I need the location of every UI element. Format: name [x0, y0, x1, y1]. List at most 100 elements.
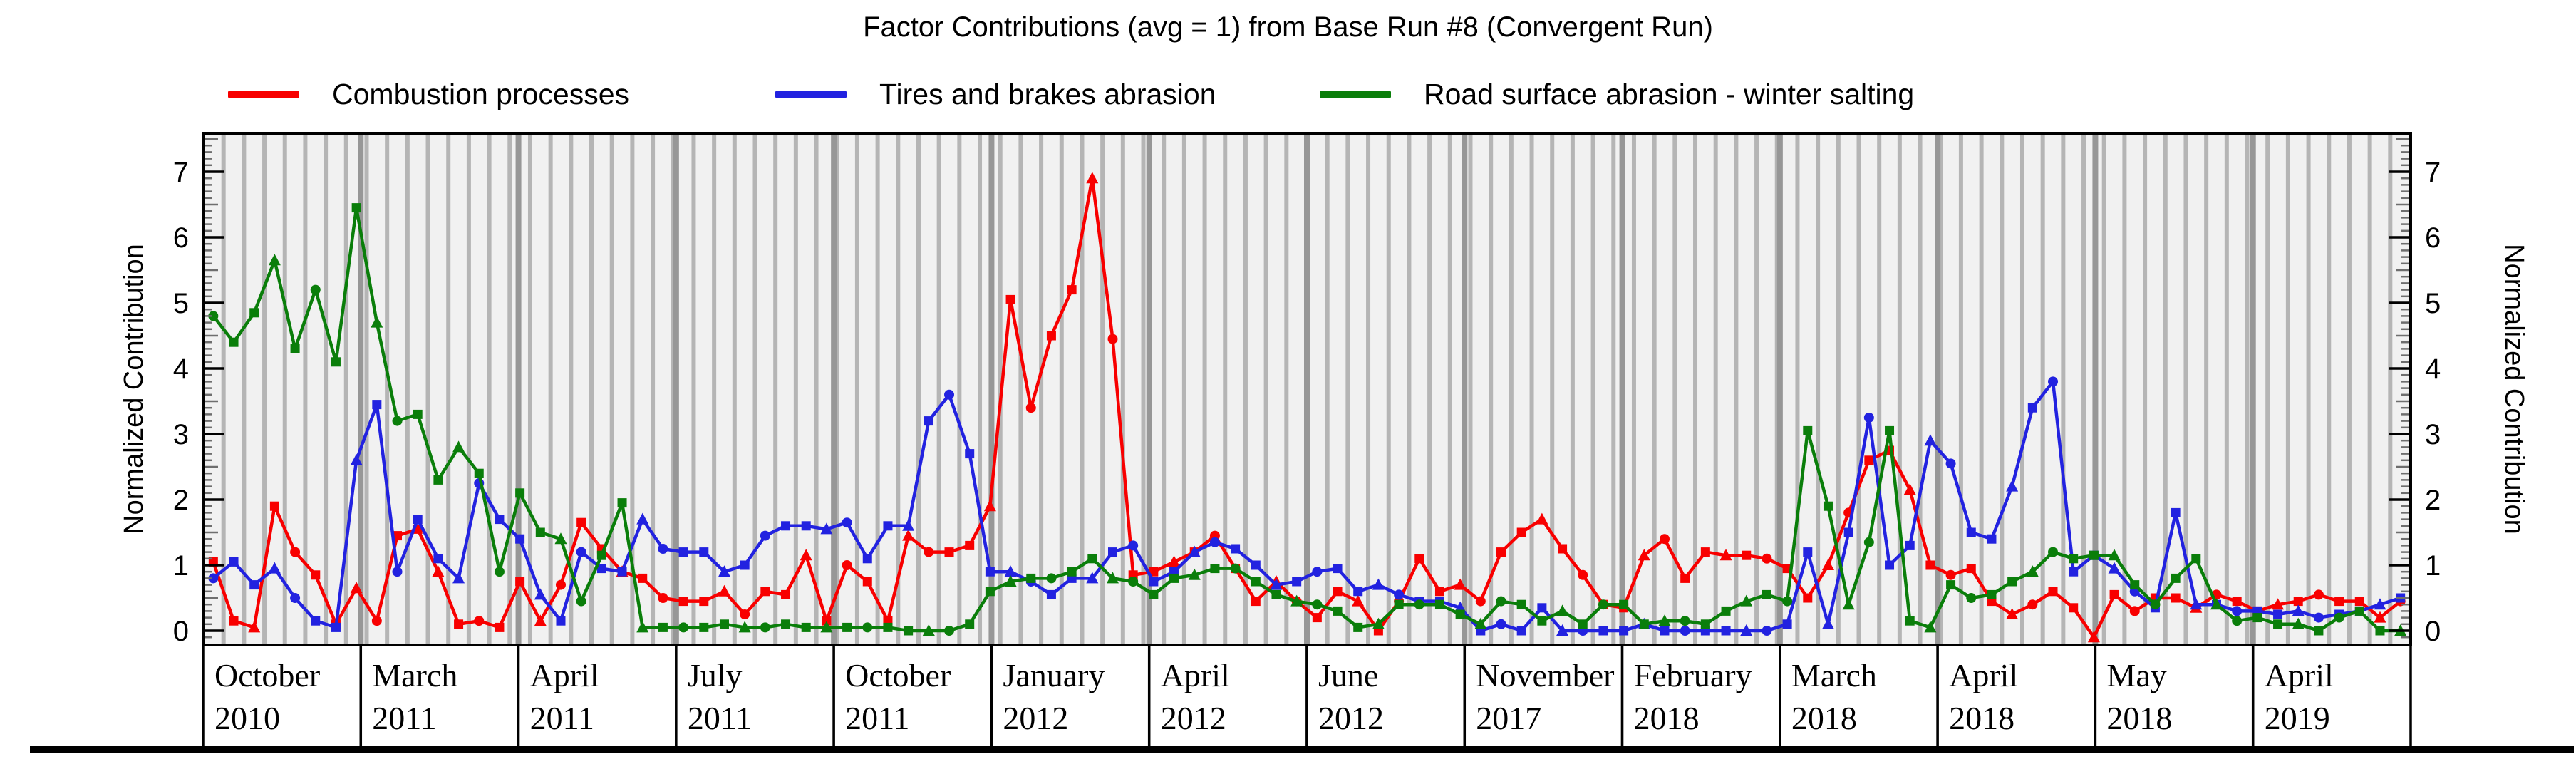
y-tick-label-left: 3 — [173, 419, 189, 450]
data-point-marker — [2232, 616, 2243, 626]
data-point-marker — [269, 501, 279, 511]
data-point-marker — [1721, 626, 1731, 636]
x-label-box — [359, 644, 520, 750]
data-point-marker — [1823, 501, 1833, 511]
x-label-month: April — [1949, 657, 2018, 693]
x-label-month: November — [1476, 657, 1614, 693]
data-point-marker — [760, 622, 770, 633]
data-point-marker — [1762, 553, 1772, 564]
data-point-marker — [372, 400, 382, 410]
data-point-marker — [1231, 544, 1241, 554]
data-point-marker — [2374, 598, 2386, 610]
data-point-marker — [515, 534, 525, 544]
data-point-marker — [2027, 403, 2037, 413]
y-tick-label-left: 5 — [173, 288, 189, 319]
data-point-marker — [1924, 434, 1937, 446]
data-point-marker — [1660, 626, 1670, 636]
data-point-marker — [1107, 334, 1118, 344]
data-point-marker — [229, 616, 239, 626]
data-point-marker — [290, 593, 301, 603]
data-point-marker — [1475, 596, 1486, 607]
data-point-marker — [311, 570, 321, 580]
data-point-marker — [1251, 597, 1261, 607]
data-point-marker — [1496, 619, 1506, 629]
data-point-marker — [1149, 589, 1159, 599]
data-point-marker — [1905, 616, 1915, 626]
x-label-month: April — [530, 657, 599, 693]
data-point-marker — [638, 573, 648, 583]
data-point-marker — [1680, 626, 1690, 636]
data-point-marker — [1087, 554, 1097, 564]
data-point-marker — [781, 521, 791, 531]
data-point-marker — [983, 500, 996, 512]
data-point-marker — [2252, 613, 2262, 623]
data-point-marker — [2191, 554, 2201, 564]
x-label-year: 2012 — [1003, 700, 1068, 736]
data-point-marker — [494, 567, 505, 577]
legend-label-tires-brakes: Tires and brakes abrasion — [879, 77, 1216, 110]
data-point-marker — [1945, 569, 1956, 580]
data-point-marker — [1842, 598, 1855, 610]
data-point-marker — [1556, 624, 1569, 636]
data-point-marker — [1946, 580, 1956, 590]
data-point-marker — [2026, 565, 2039, 577]
data-point-marker — [1414, 599, 1424, 610]
data-point-marker — [1863, 537, 1874, 547]
data-point-marker — [862, 554, 872, 564]
data-point-marker — [2232, 606, 2243, 616]
data-point-marker — [311, 616, 321, 626]
legend-item-tires-brakes: Tires and brakes abrasion — [775, 74, 1216, 114]
data-point-marker — [2171, 507, 2181, 517]
data-point-marker — [1353, 622, 1363, 632]
data-point-marker — [474, 616, 485, 626]
data-point-marker — [985, 587, 995, 597]
data-point-marker — [495, 515, 505, 525]
data-point-marker — [2354, 597, 2364, 607]
data-point-marker — [658, 593, 668, 603]
x-label-year: 2018 — [1634, 700, 1700, 736]
x-label-box — [832, 644, 993, 750]
data-point-marker — [883, 521, 893, 531]
data-point-marker — [2272, 598, 2285, 610]
y-tick-label-left: 7 — [173, 157, 189, 188]
data-point-marker — [1558, 544, 1568, 554]
data-point-marker — [1740, 624, 1753, 636]
data-point-marker — [1516, 527, 1526, 537]
data-point-marker — [1312, 599, 1323, 610]
data-point-marker — [1128, 540, 1139, 551]
y-tick-label-left: 0 — [173, 616, 189, 647]
data-point-marker — [556, 616, 566, 626]
legend-swatch-combustion — [228, 91, 299, 98]
data-point-marker — [1742, 550, 1752, 560]
x-label-box — [2094, 644, 2255, 750]
data-point-marker — [822, 616, 832, 626]
data-point-marker — [555, 579, 566, 590]
data-point-marker — [2354, 606, 2364, 616]
data-point-marker — [1762, 589, 1771, 599]
x-label-month: October — [845, 657, 951, 693]
data-point-marker — [1945, 458, 1956, 469]
data-point-marker — [1496, 547, 1506, 557]
data-point-marker — [554, 532, 567, 545]
data-point-marker — [862, 577, 872, 587]
data-point-marker — [2006, 608, 2019, 619]
data-point-marker — [1209, 537, 1220, 547]
data-point-marker — [1026, 573, 1036, 583]
data-point-marker — [596, 550, 606, 560]
x-label-year: 2012 — [1161, 700, 1226, 736]
data-point-marker — [1455, 609, 1465, 619]
data-point-marker — [413, 409, 423, 419]
data-point-marker — [760, 530, 770, 541]
y-tick-label-right: 0 — [2425, 616, 2441, 647]
data-point-marker — [1903, 483, 1916, 495]
data-point-marker — [1803, 593, 1813, 603]
legend-swatch-tires-brakes — [775, 91, 847, 98]
data-point-marker — [1106, 572, 1119, 584]
data-point-marker — [1782, 619, 1792, 629]
data-point-marker — [1496, 596, 1506, 607]
data-point-marker — [290, 344, 300, 353]
data-point-marker — [1372, 578, 1385, 590]
data-point-marker — [2108, 562, 2121, 574]
legend-item-road-salting: Road surface abrasion - winter salting — [1320, 74, 1914, 114]
